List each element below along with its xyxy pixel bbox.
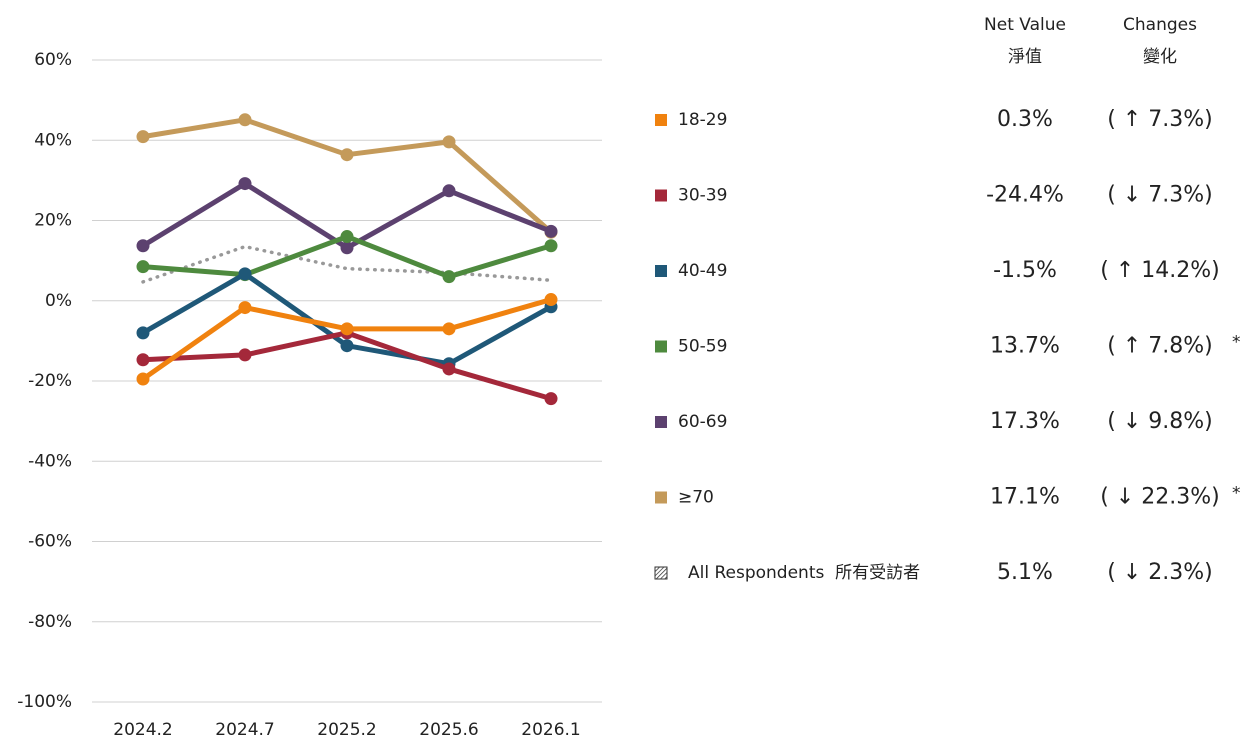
net-value: -24.4%: [986, 183, 1064, 208]
marker: [136, 372, 150, 386]
marker: [544, 224, 558, 238]
legend-swatch: [655, 189, 667, 202]
change: ( ↑ 14.2%): [1100, 258, 1219, 283]
legend-swatch: [655, 416, 667, 428]
net-value: -1.5%: [993, 258, 1057, 283]
net-value: 17.3%: [990, 409, 1060, 434]
marker: [136, 239, 150, 253]
y-tick-label: -60%: [28, 532, 72, 552]
change: ( ↑ 7.3%): [1107, 107, 1212, 132]
marker: [136, 353, 150, 367]
x-tick-label: 2025.6: [419, 720, 478, 740]
marker: [340, 148, 354, 162]
header: Net Value: [984, 15, 1066, 35]
marker: [340, 241, 354, 255]
marker: [442, 322, 456, 336]
y-tick-label: -100%: [17, 692, 72, 712]
legend-label: 18-29: [678, 110, 727, 130]
marker: [544, 239, 558, 253]
line: [140, 117, 554, 235]
net-value: 13.7%: [990, 334, 1060, 359]
marker: [340, 322, 354, 336]
marker: [136, 260, 150, 274]
y-tick-label: 20%: [34, 211, 72, 231]
y-tick-label: 40%: [34, 130, 72, 150]
y-tick-label: -80%: [28, 612, 72, 632]
legend-swatch: [655, 491, 667, 504]
legend-swatch: [655, 114, 667, 126]
header: 變化: [1143, 47, 1177, 67]
header: 淨值: [1008, 47, 1042, 67]
marker: [136, 130, 150, 144]
marker: [340, 230, 354, 244]
y-tick-label: -20%: [28, 371, 72, 391]
note: *: [1232, 333, 1241, 353]
marker: [442, 135, 456, 149]
marker: [442, 362, 456, 376]
y-tick-label: 0%: [45, 291, 72, 311]
legend-swatch: [655, 340, 667, 353]
marker: [238, 177, 252, 191]
x-tick-label: 2025.2: [317, 720, 376, 740]
legend-swatch: [654, 566, 668, 580]
change: ( ↑ 7.8%): [1107, 334, 1212, 359]
marker: [544, 392, 558, 406]
x-tick-label: 2024.7: [215, 720, 274, 740]
marker: [238, 348, 252, 362]
net-value: 5.1%: [997, 560, 1053, 585]
marker: [442, 270, 456, 284]
change: ( ↓ 2.3%): [1107, 560, 1212, 585]
legend-label: 40-49: [678, 261, 727, 281]
marker: [136, 326, 150, 340]
x-tick-label: 2024.2: [113, 720, 172, 740]
marker: [544, 293, 558, 307]
change: ( ↓ 7.3%): [1107, 183, 1212, 208]
marker: [442, 184, 456, 198]
legend-label: 50-59: [678, 337, 727, 357]
marker: [238, 301, 252, 315]
legend-swatch: [655, 265, 667, 277]
y-tick-label: 60%: [34, 50, 72, 70]
note: *: [1232, 484, 1241, 504]
legend-label: All Respondents 所有受訪者: [688, 563, 920, 583]
change: ( ↓ 9.8%): [1107, 409, 1212, 434]
net-value: 0.3%: [997, 107, 1053, 132]
legend-label: ≥70: [678, 488, 714, 508]
change: ( ↓ 22.3%): [1100, 485, 1219, 510]
header: Changes: [1123, 15, 1197, 35]
y-tick-label: -40%: [28, 451, 72, 471]
legend-label: 60-69: [678, 412, 727, 432]
marker: [340, 339, 354, 353]
net-value: 17.1%: [990, 485, 1060, 510]
x-tick-label: 2026.1: [521, 720, 580, 740]
marker: [238, 267, 252, 281]
legend-label: 30-39: [678, 186, 727, 206]
marker: [238, 113, 252, 127]
